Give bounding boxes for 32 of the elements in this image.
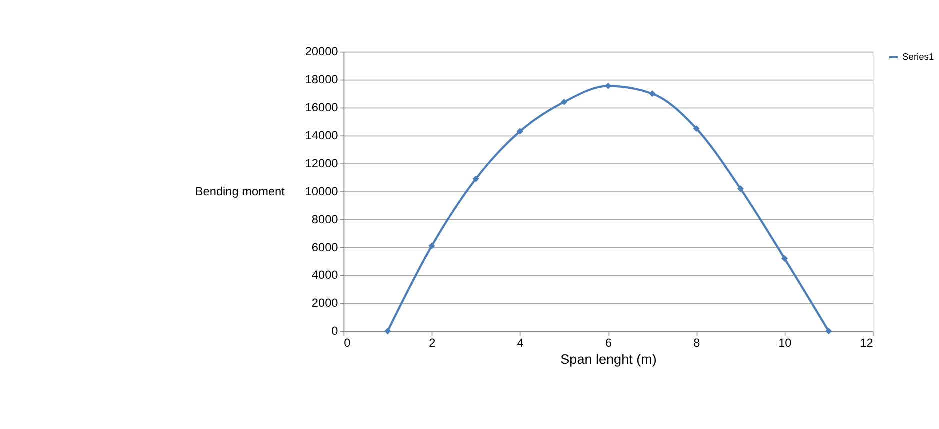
legend-label: Series1 [902,52,934,62]
y-tick-label: 6000 [312,240,339,254]
y-tick-label: 12000 [305,156,339,170]
y-tick-label: 10000 [305,184,339,198]
y-axis-title: Bending moment [195,184,286,198]
x-tick-label: 0 [344,336,352,350]
point [605,82,612,90]
point [428,242,436,250]
x-tick-label: 8 [694,336,701,350]
x-tick-label: 4 [517,336,524,350]
point [826,328,832,335]
point [649,90,656,98]
y-tick-label: 8000 [312,212,339,226]
point [560,98,568,106]
y-tick-label: 16000 [305,100,339,115]
y-tick-label: 20000 [305,44,339,59]
point [384,328,392,335]
x-tick-label: 6 [605,336,612,350]
x-axis-title: Span lenght (m) [560,352,657,367]
y-tick-label: 2000 [312,296,339,310]
y-tick-label: 4000 [312,268,339,282]
point [781,255,788,262]
y-tick-label: 14000 [305,128,339,143]
y-tick-label: 18000 [305,72,339,87]
point [516,128,524,135]
x-tick-label: 12 [860,336,874,350]
y-tick-label: 0 [332,324,339,338]
point [693,125,700,132]
x-tick-label: 10 [778,336,792,350]
point [737,186,744,192]
point [472,176,480,182]
x-tick-label: 2 [429,336,436,350]
